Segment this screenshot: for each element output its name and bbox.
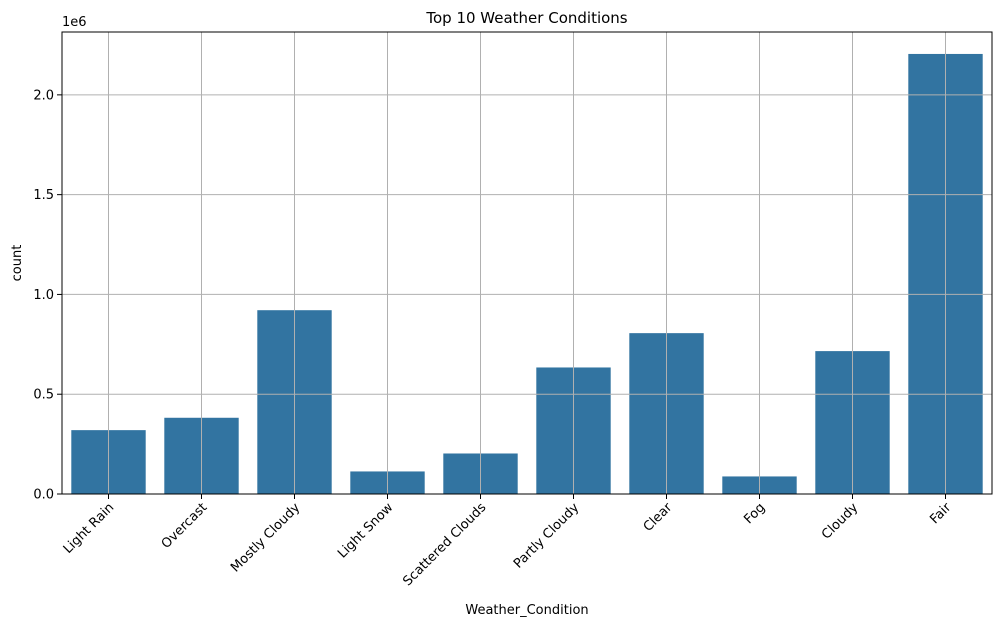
x-tick-label: Scattered Clouds xyxy=(400,500,489,589)
x-tick-label: Light Rain xyxy=(61,500,118,557)
y-tick-label: 1.0 xyxy=(33,288,54,303)
y-tick-label: 0.5 xyxy=(33,388,54,403)
y-tick-label: 1.5 xyxy=(33,188,54,203)
x-axis-label: Weather_Condition xyxy=(465,603,588,618)
bars xyxy=(62,32,992,495)
chart-title: Top 10 Weather Conditions xyxy=(425,9,627,27)
x-axis-ticks: Light Rain Overcast Mostly Cloudy Light Sno… xyxy=(61,494,955,589)
x-tick-label: Fair xyxy=(927,500,954,527)
x-tick-label: Overcast xyxy=(159,500,211,552)
y-axis-scale-label: 1e6 xyxy=(62,15,87,30)
x-tick-label: Cloudy xyxy=(819,500,862,543)
x-tick-label: Mostly Cloudy xyxy=(228,500,303,575)
y-axis-ticks: 0.0 0.5 1.0 1.5 2.0 xyxy=(33,88,62,503)
y-tick-label: 0.0 xyxy=(33,488,54,503)
plot-frame xyxy=(61,31,993,495)
x-tick-label: Fog xyxy=(741,500,768,527)
x-tick-label: Clear xyxy=(641,500,676,535)
x-tick-label: Light Snow xyxy=(335,500,397,562)
y-axis-label: count xyxy=(10,245,25,282)
y-tick-label: 2.0 xyxy=(33,88,54,103)
x-tick-label: Partly Cloudy xyxy=(511,500,583,572)
